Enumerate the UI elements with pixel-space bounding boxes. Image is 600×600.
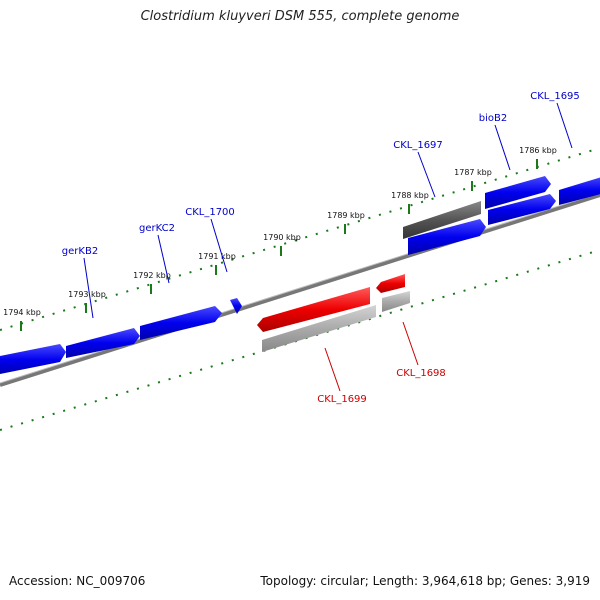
genome-backbone: [0, 193, 600, 387]
scale-tick-label: 1792 kbp: [133, 271, 171, 280]
gene-reverse-CKL_1699[interactable]: [257, 287, 370, 332]
scale-tick: 1786 kbp: [519, 146, 557, 169]
gene-forward-6[interactable]: [488, 194, 556, 225]
gene-forward-2[interactable]: [66, 328, 140, 358]
scale-tick-label: 1787 kbp: [454, 168, 492, 177]
scale-tick: 1791 kbp: [198, 252, 236, 275]
gene-forward-8[interactable]: [559, 176, 600, 205]
gene-label-ckl-1700[interactable]: CKL_1700: [185, 207, 235, 273]
accession-label: Accession: NC_009706: [9, 574, 146, 588]
gene-label-text: gerKB2: [62, 246, 98, 257]
gene-label-text: bioB2: [479, 113, 507, 124]
scale-tick: 1794 kbp: [3, 308, 41, 331]
gene-forward-7[interactable]: [485, 176, 551, 209]
forward-genes: [0, 176, 600, 376]
gene-forward-1[interactable]: [0, 344, 66, 376]
gene-label-ckl-1699[interactable]: CKL_1699: [317, 347, 367, 405]
scale-tick: 1792 kbp: [133, 271, 171, 294]
gene-forward-4[interactable]: [230, 298, 242, 314]
topology-label: Topology: circular; Length: 3,964,618 bp…: [260, 574, 590, 588]
gene-reverse-CKL_1698[interactable]: [376, 274, 405, 293]
scale-tick-label: 1794 kbp: [3, 308, 41, 317]
gene-label-ckl-1695[interactable]: CKL_1695: [530, 91, 580, 149]
scale-tick: 1790 kbp: [263, 233, 301, 256]
scale-tick-label: 1788 kbp: [391, 191, 429, 200]
scale-tick-label: 1791 kbp: [198, 252, 236, 261]
scale-tick-label: 1793 kbp: [68, 290, 106, 299]
gene-label-text: CKL_1699: [317, 394, 367, 405]
genome-backbone-highlight: [0, 192, 600, 384]
gene-gray-light-1[interactable]: [262, 305, 376, 352]
gene-label-text: CKL_1698: [396, 368, 446, 379]
gene-label-ckl-1697[interactable]: CKL_1697: [393, 140, 443, 198]
gene-label-text: CKL_1697: [393, 140, 443, 151]
scale-tick: 1789 kbp: [327, 211, 365, 234]
scale-tick: 1787 kbp: [454, 168, 492, 191]
scale-tick: 1788 kbp: [391, 191, 429, 214]
gene-labels: gerKB2 gerKC2 CKL_1700 CKL_1697 bioB2 CKL_169…: [62, 91, 580, 405]
gene-label-text: CKL_1700: [185, 207, 235, 218]
gene-label-biob2[interactable]: bioB2: [479, 113, 511, 171]
scale-tick: 1793 kbp: [68, 290, 106, 313]
gene-gray-light-2[interactable]: [382, 291, 410, 312]
gene-label-gerkb2[interactable]: gerKB2: [62, 246, 98, 319]
scale-ticks: 1794 kbp 1793 kbp 1792 kbp 1791 kbp 1790 kbp…: [3, 146, 557, 331]
scale-tick-label: 1786 kbp: [519, 146, 557, 155]
gene-label-ckl-1698[interactable]: CKL_1698: [396, 321, 446, 379]
scale-tick-label: 1789 kbp: [327, 211, 365, 220]
gene-label-text: CKL_1695: [530, 91, 580, 102]
gene-label-gerkc2[interactable]: gerKC2: [139, 223, 175, 284]
scale-tick-label: 1790 kbp: [263, 233, 301, 242]
gene-forward-5[interactable]: [408, 219, 486, 255]
gene-label-text: gerKC2: [139, 223, 175, 234]
gene-forward-3[interactable]: [140, 306, 222, 340]
reverse-genes: [257, 274, 410, 352]
gene-gray-dark[interactable]: [403, 201, 481, 239]
map-title: Clostridium kluyveri DSM 555, complete g…: [140, 9, 460, 24]
